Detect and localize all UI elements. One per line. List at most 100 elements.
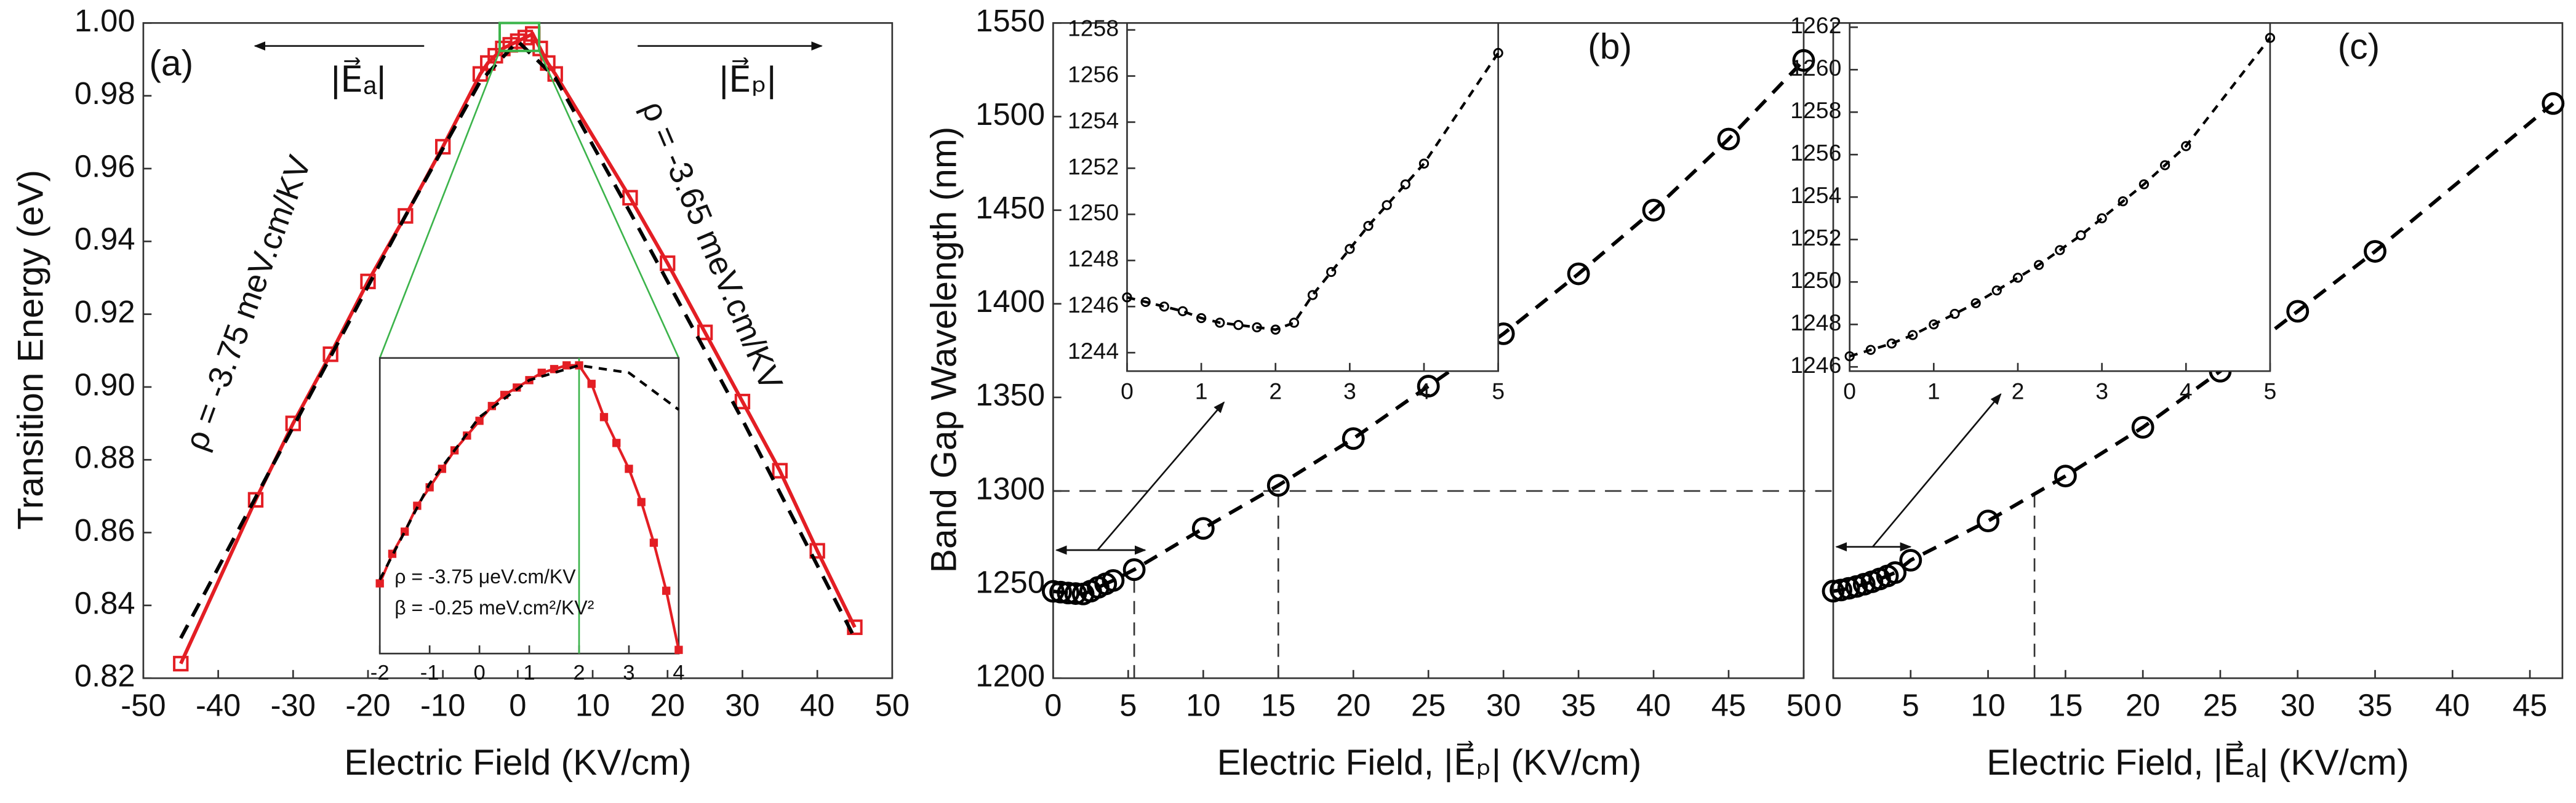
y-tick-label: 1300 <box>975 471 1045 506</box>
marker <box>285 415 301 431</box>
marker <box>622 190 638 206</box>
marker <box>1196 313 1207 324</box>
marker <box>637 498 646 506</box>
y-tick-label: 1254 <box>1068 107 1119 133</box>
marker <box>2131 416 2154 439</box>
arrow <box>1097 401 1225 551</box>
inset-frame <box>1126 22 1499 372</box>
marker <box>1382 200 1392 210</box>
y-tick-label: 0.84 <box>74 585 135 620</box>
marker <box>1792 49 1815 72</box>
y-tick-label: 0.92 <box>74 294 135 329</box>
zoom-connector <box>538 50 680 359</box>
x-tick-label: 10 <box>1970 688 2005 723</box>
annotation: |E⃗ₚ| <box>719 57 777 100</box>
marker <box>772 463 788 479</box>
y-tick-label: 1256 <box>1790 140 1841 166</box>
series-line <box>378 364 680 581</box>
marker <box>734 393 751 410</box>
marker <box>1266 474 1290 497</box>
y-tick-label: 1244 <box>1068 338 1119 364</box>
inset-frame <box>378 357 680 655</box>
marker <box>435 138 451 155</box>
marker <box>1844 351 1855 362</box>
marker <box>1908 330 1918 340</box>
y-tick-label: 0.94 <box>74 222 135 257</box>
x-tick-label: 1 <box>1927 378 1940 404</box>
x-tick-label: 35 <box>2358 688 2392 723</box>
marker <box>2542 92 2565 115</box>
marker <box>1717 127 1740 151</box>
y-tick-label: 1246 <box>1068 292 1119 318</box>
x-tick-label: 45 <box>2513 688 2547 723</box>
marker <box>697 324 713 340</box>
y-axis-label: Band Gap Wavelength (nm) <box>924 127 964 573</box>
marker <box>1159 302 1169 312</box>
x-tick-label: -40 <box>196 688 241 723</box>
marker <box>662 586 671 595</box>
x-tick-label: 25 <box>1411 688 1446 723</box>
x-tick-label: 0 <box>509 688 526 723</box>
x-tick-label: -2 <box>370 661 390 684</box>
y-tick-label: 0.90 <box>74 367 135 402</box>
x-tick-label: 3 <box>2095 378 2108 404</box>
y-tick-label: 0.98 <box>74 76 135 111</box>
marker <box>2286 300 2310 323</box>
x-tick-label: 15 <box>1261 688 1295 723</box>
y-tick-label: 1500 <box>975 97 1045 132</box>
x-tick-label: 4 <box>1418 378 1431 404</box>
marker <box>2265 33 2276 43</box>
marker <box>2033 260 2044 270</box>
marker <box>1567 262 1590 286</box>
y-tick-label: 1260 <box>1790 55 1841 81</box>
marker <box>322 346 338 362</box>
x-tick-label: 2 <box>573 661 585 684</box>
y-tick-label: 1258 <box>1790 97 1841 123</box>
marker <box>1991 285 2002 296</box>
marker <box>562 361 571 370</box>
x-tick-label: 30 <box>725 688 759 723</box>
marker <box>2181 141 2191 151</box>
marker <box>2118 196 2128 207</box>
x-tick-label: 5 <box>1119 688 1137 723</box>
y-tick-label: 1252 <box>1790 225 1841 250</box>
y-tick-label: 1252 <box>1068 153 1119 179</box>
x-tick-label: 3 <box>623 661 634 684</box>
x-tick-label: 0 <box>473 661 485 684</box>
marker <box>1064 582 1087 605</box>
marker <box>612 439 621 447</box>
x-tick-label: 40 <box>1636 688 1671 723</box>
marker <box>2159 160 2170 170</box>
x-tick-label: 4 <box>2180 378 2193 404</box>
y-tick-label: 1250 <box>1790 267 1841 293</box>
x-tick-label: 0 <box>1843 378 1856 404</box>
y-tick-label: 1254 <box>1790 182 1841 208</box>
marker <box>1970 298 1981 308</box>
inset-frame <box>1849 22 2271 372</box>
marker <box>1177 306 1188 316</box>
x-tick-label: 10 <box>1186 688 1220 723</box>
marker <box>1270 324 1281 335</box>
marker <box>1400 179 1410 190</box>
x-tick-label: 30 <box>1486 688 1521 723</box>
x-tick-label: 45 <box>1711 688 1746 723</box>
marker <box>2076 230 2086 241</box>
marker <box>1363 220 1374 231</box>
x-tick-label: 20 <box>1336 688 1370 723</box>
marker <box>1950 308 1960 319</box>
x-tick-label: 2 <box>2012 378 2025 404</box>
marker <box>1041 580 1065 603</box>
marker <box>809 543 825 559</box>
x-tick-label: 5 <box>1492 378 1505 404</box>
x-axis-label: Electric Field, |E⃗ₚ| (KV/cm) <box>1217 740 1642 783</box>
x-tick-label: 10 <box>575 688 610 723</box>
marker <box>660 255 676 271</box>
marker <box>587 380 596 388</box>
y-tick-label: 0.82 <box>74 658 135 693</box>
annotation: |E⃗ₐ| <box>331 57 386 100</box>
y-tick-label: 1250 <box>1068 199 1119 225</box>
marker <box>2138 179 2150 190</box>
marker <box>1642 199 1665 222</box>
x-tick-label: 25 <box>2203 688 2238 723</box>
y-tick-label: 0.88 <box>74 440 135 475</box>
